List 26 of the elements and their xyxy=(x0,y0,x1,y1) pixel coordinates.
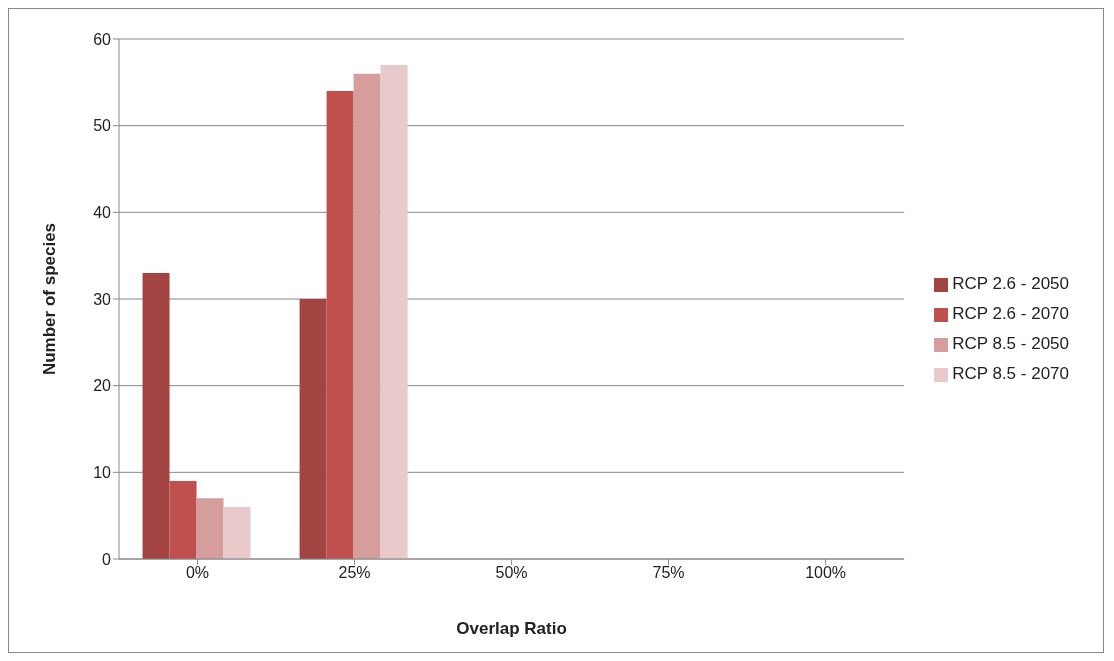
legend-label: RCP 2.6 - 2070 xyxy=(952,304,1069,323)
x-tick-label: 50% xyxy=(495,564,528,582)
bar xyxy=(299,299,327,559)
x-axis-title: Overlap Ratio xyxy=(456,619,567,638)
legend-label: RCP 8.5 - 2070 xyxy=(952,364,1069,383)
y-tick-label: 30 xyxy=(93,290,112,308)
bar xyxy=(169,481,197,559)
legend-label: RCP 8.5 - 2050 xyxy=(952,334,1069,353)
y-axis-title: Number of species xyxy=(40,222,60,376)
bar xyxy=(142,273,170,559)
y-tick-label: 40 xyxy=(93,204,112,222)
x-tick-label: 25% xyxy=(338,564,371,582)
bar xyxy=(353,73,381,559)
y-tick-label: 20 xyxy=(93,377,112,395)
x-tick-label: 0% xyxy=(185,564,210,582)
y-tick-label: 50 xyxy=(93,117,112,135)
y-tick-label: 60 xyxy=(93,30,112,48)
bar xyxy=(326,91,354,559)
bar xyxy=(223,507,251,559)
legend-label: RCP 2.6 - 2050 xyxy=(952,274,1069,293)
x-tick-label: 75% xyxy=(652,564,685,582)
x-tick-label: 100% xyxy=(805,564,847,582)
y-tick-label: 10 xyxy=(93,464,112,482)
y-tick-label: 0 xyxy=(102,550,112,568)
bar xyxy=(196,498,224,559)
bar xyxy=(380,65,408,559)
